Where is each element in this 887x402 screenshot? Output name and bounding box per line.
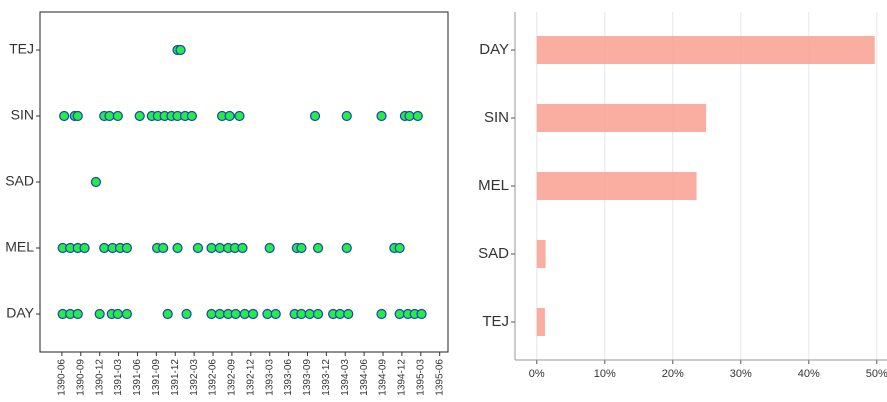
x-tick-label: 1392-09 [227,359,238,396]
point [172,242,183,254]
bar [536,172,697,200]
y-tick-label: TEJ [9,41,34,57]
point [376,308,387,320]
x-tick-label: 1390-09 [75,359,86,396]
y-tick-label: SIN [11,107,34,123]
x-tick-label: 1392-03 [189,359,200,396]
x-tick-label: 50% [866,368,887,380]
x-tick-label: 1393-09 [302,359,313,396]
point [112,308,123,320]
y-tick-label: SAD [5,173,34,189]
bar [536,240,546,268]
point [264,242,275,254]
point [186,110,197,122]
bar [536,36,875,64]
x-tick-label: 1393-12 [321,359,332,396]
point [175,44,186,56]
point [304,308,315,320]
x-tick-label: 1392-06 [208,359,219,396]
x-tick-label: 1394-12 [397,359,408,396]
point [296,308,307,320]
point [162,308,173,320]
y-tick-label: TEJ [482,313,509,330]
point [270,308,281,320]
y-tick-label: DAY [6,305,34,321]
point [224,110,235,122]
x-tick-label: 1395-06 [434,359,445,396]
point [341,110,352,122]
point [59,110,70,122]
plot-panel [39,11,449,353]
x-tick-label: 20% [662,368,684,380]
point [416,308,427,320]
x-tick-label: 1391-12 [170,359,181,396]
y-tick-label: DAY [479,41,509,58]
point [181,308,192,320]
point [72,308,83,320]
point [230,308,241,320]
x-tick-label: 1391-03 [113,359,124,396]
x-tick-label: 10% [594,368,616,380]
x-tick-label: 1395-03 [415,359,426,396]
point [262,308,273,320]
point [234,110,245,122]
point [404,110,415,122]
point [72,110,83,122]
y-tick-label: MEL [478,177,509,194]
point [394,242,405,254]
point [312,242,324,254]
point [214,242,225,254]
x-tick-label: 1391-09 [151,359,162,396]
x-tick-label: 1394-09 [378,359,389,396]
x-tick-label: 1393-06 [283,359,294,396]
point [394,308,405,320]
point [206,242,217,254]
x-tick-label: 1390-12 [94,359,105,396]
x-tick-label: 1390-06 [57,359,68,396]
bar [536,308,545,336]
x-tick-label: 1393-03 [264,359,275,396]
point [206,308,217,320]
point [134,110,145,122]
point [121,242,132,254]
point [104,110,115,122]
point [312,308,324,320]
point [192,242,204,254]
bar [536,104,707,132]
point [79,242,90,254]
point [214,308,225,320]
point [121,308,132,320]
x-tick-label: 1394-06 [359,359,370,396]
point [343,308,354,320]
y-tick-label: MEL [5,239,34,255]
x-tick-label: 30% [730,368,752,380]
point [296,242,307,254]
x-tick-label: 40% [798,368,820,380]
x-tick-label: 0% [529,368,545,380]
point [247,308,259,320]
point [90,176,102,188]
point [376,110,387,122]
point [309,110,321,122]
point [158,242,169,254]
x-tick-label: 1392-12 [245,359,256,396]
point [239,308,250,320]
point [341,242,352,254]
point [112,110,123,122]
point [94,308,105,320]
y-tick-label: SIN [484,109,509,126]
y-tick-label: SAD [478,245,509,262]
point [237,242,248,254]
point [334,308,346,320]
point [412,110,423,122]
x-tick-label: 1391-06 [132,359,143,396]
x-tick-label: 1394-03 [340,359,351,396]
point [99,242,110,254]
